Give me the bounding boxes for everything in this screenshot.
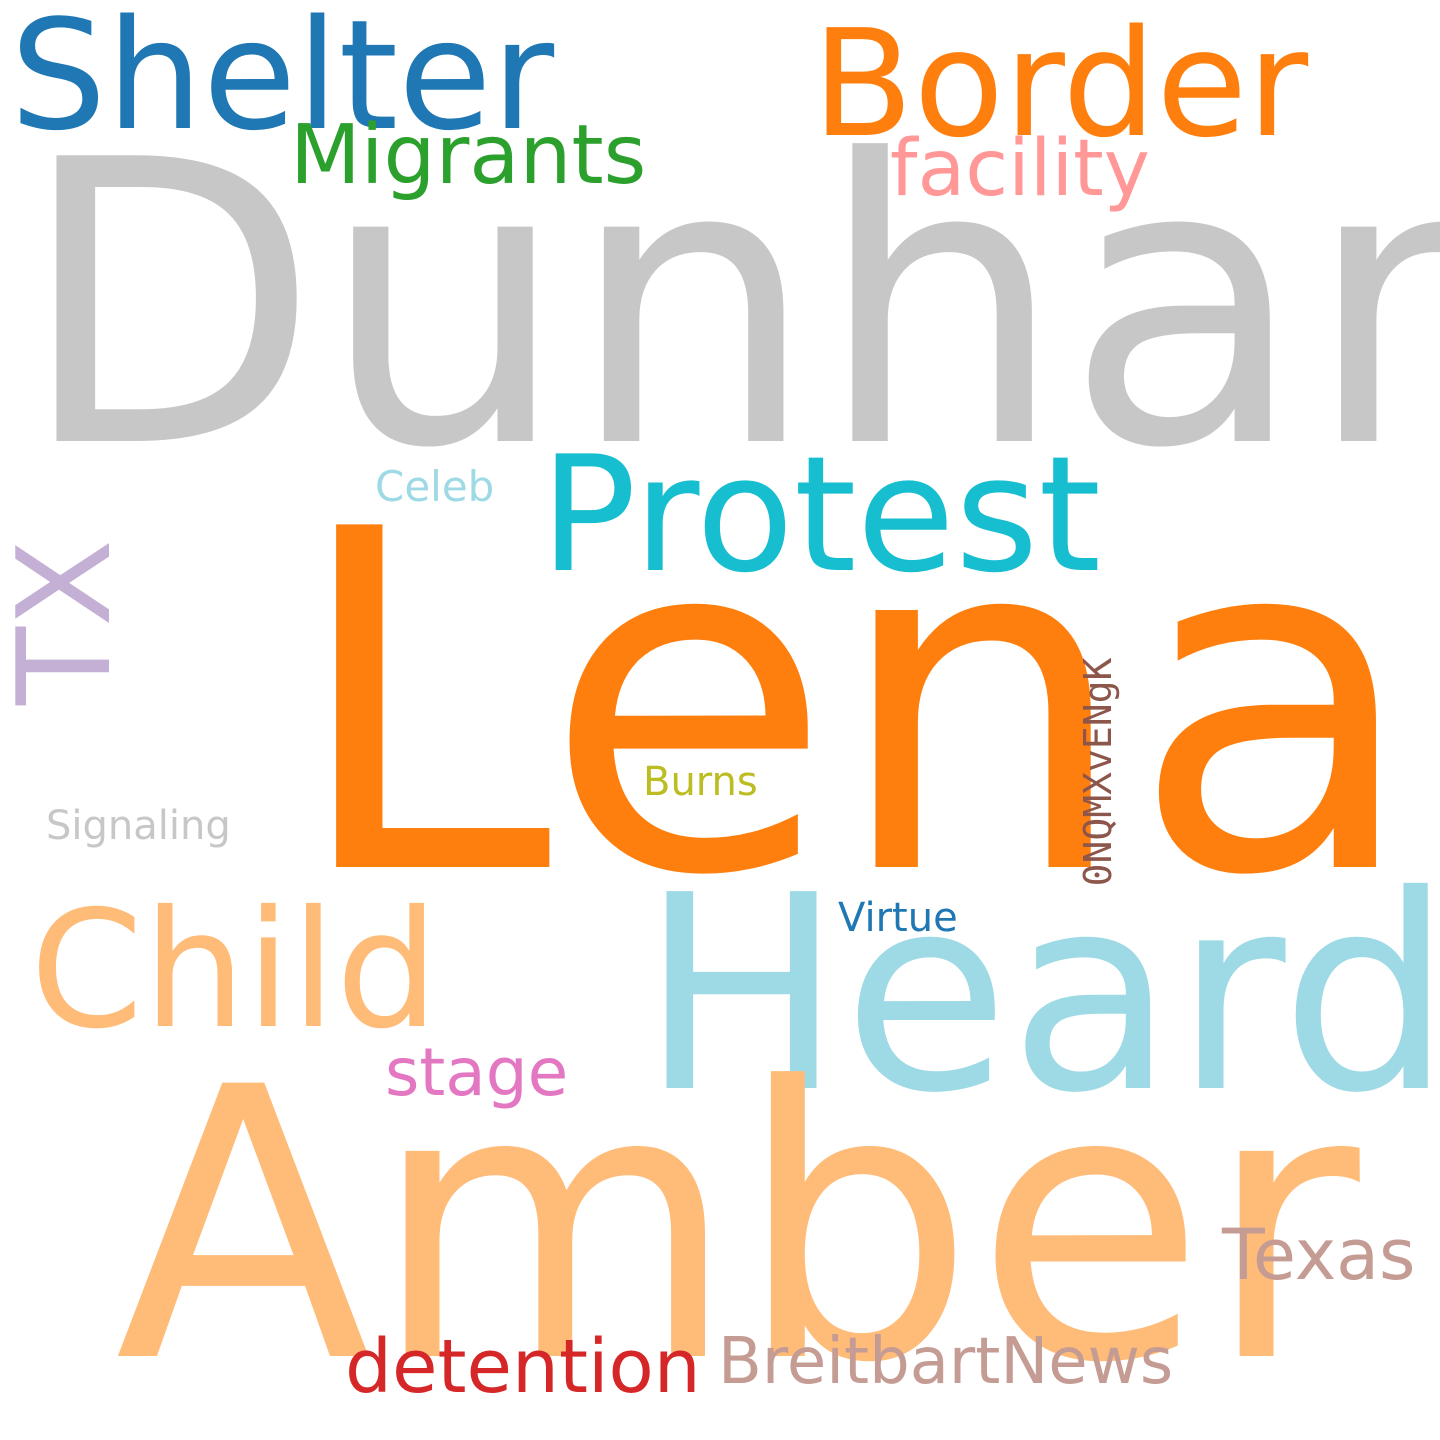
word-burns: Burns xyxy=(643,759,758,805)
word-child: Child xyxy=(30,877,439,1065)
word-dunham: Dunham xyxy=(18,78,1440,534)
word-border: Border xyxy=(812,0,1309,170)
word-shelter: Shelter xyxy=(10,0,555,164)
word-virtue: Virtue xyxy=(838,895,958,941)
word-stage: stage xyxy=(385,1034,569,1111)
word-amber: Amber xyxy=(115,1009,1360,1440)
word-protest: Protest xyxy=(540,421,1102,608)
word-signaling: Signaling xyxy=(46,803,231,849)
word-migrants: Migrants xyxy=(290,108,647,203)
word-detention: detention xyxy=(345,1324,701,1410)
word-facility: facility xyxy=(890,124,1150,214)
word-lena: Lena xyxy=(290,431,1419,978)
word-celeb: Celeb xyxy=(375,462,495,511)
word-heard: Heard xyxy=(640,837,1440,1152)
word-tx: TX xyxy=(0,539,140,705)
word-breitbartnews: BreitbartNews xyxy=(718,1325,1174,1399)
word-texas: Texas xyxy=(1222,1214,1416,1296)
